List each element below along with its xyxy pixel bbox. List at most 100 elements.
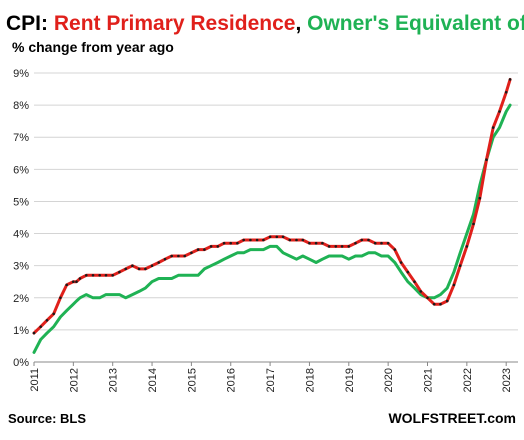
data-point	[124, 267, 127, 271]
y-tick-label: 5%	[13, 196, 29, 208]
data-point	[419, 290, 423, 293]
data-point	[45, 319, 49, 322]
series-lines	[32, 77, 512, 354]
data-point	[150, 264, 154, 268]
data-point	[203, 248, 206, 251]
data-point	[406, 270, 410, 274]
data-point	[98, 274, 101, 277]
data-point	[347, 245, 351, 248]
data-point	[327, 245, 331, 248]
x-tick-label: 2023	[501, 368, 513, 392]
data-point	[386, 241, 390, 245]
y-tick-label: 9%	[13, 68, 29, 80]
data-point	[314, 241, 318, 245]
data-point	[104, 274, 108, 277]
data-point	[111, 274, 114, 277]
data-point	[308, 241, 311, 245]
source-note: Source: BLS	[8, 411, 86, 426]
data-point	[432, 302, 436, 306]
data-point	[163, 257, 167, 261]
data-point	[236, 241, 239, 245]
data-point	[508, 78, 512, 81]
brand-label: WOLFSTREET.com	[388, 410, 516, 426]
data-point	[242, 238, 245, 242]
data-point	[196, 248, 200, 251]
title-part-3: Owner's Equivalent of Rent	[307, 12, 524, 35]
data-point	[399, 261, 403, 264]
data-point	[275, 235, 279, 239]
data-point	[288, 238, 292, 242]
x-tick-label: 2022	[462, 368, 474, 392]
title-part-1: Rent Primary Residence	[54, 12, 296, 35]
data-point	[478, 196, 482, 200]
y-tick-label: 0%	[13, 357, 29, 369]
data-point	[157, 261, 160, 264]
x-axis: 2011 2012 2013 2014 2015 2016 2017 2018 2019 2020…	[29, 362, 513, 392]
data-point	[249, 238, 252, 242]
data-point	[65, 283, 68, 287]
data-point	[32, 331, 36, 335]
data-point	[465, 245, 469, 248]
data-point	[498, 110, 501, 113]
title-part-0: CPI:	[6, 12, 54, 35]
data-point	[177, 254, 180, 258]
data-point	[491, 126, 495, 129]
data-point	[426, 296, 429, 300]
data-point	[321, 241, 324, 245]
data-point	[504, 91, 508, 94]
x-tick-label: 2016	[226, 368, 238, 392]
data-point	[170, 254, 173, 258]
data-point	[268, 235, 272, 239]
series-line-oer	[32, 103, 512, 354]
data-point	[373, 241, 377, 245]
data-point	[340, 245, 344, 248]
data-point	[59, 296, 62, 300]
y-tick-label: 4%	[13, 229, 29, 241]
data-point	[183, 254, 186, 258]
data-point	[301, 238, 305, 242]
chart-title: CPI: Rent Primary Residence, Owner's Equ…	[6, 12, 524, 35]
x-tick-label: 2018	[304, 368, 316, 392]
x-tick-label: 2012	[68, 368, 80, 392]
y-tick-label: 6%	[13, 164, 29, 176]
data-point	[39, 325, 42, 329]
data-point	[281, 235, 285, 239]
data-point	[380, 241, 383, 245]
x-tick-label: 2014	[147, 368, 159, 392]
data-point	[85, 274, 88, 277]
x-tick-label: 2015	[186, 368, 198, 392]
gridlines	[34, 72, 518, 363]
data-point	[216, 245, 220, 248]
title-part-2: ,	[295, 12, 307, 35]
data-point	[190, 251, 193, 255]
x-tick-label: 2020	[383, 368, 395, 392]
data-point	[75, 280, 78, 284]
chart-ylabel: % change from year ago	[12, 39, 174, 55]
data-point	[52, 312, 55, 316]
data-point	[334, 245, 338, 248]
data-point	[144, 267, 147, 271]
data-point	[262, 238, 265, 242]
y-axis: 0% 1% 2% 3% 4% 5% 6% 7% 8% 9%	[13, 68, 29, 369]
data-point	[209, 245, 213, 248]
data-point	[118, 270, 121, 274]
data-point	[354, 241, 357, 245]
data-point	[229, 241, 232, 245]
data-point	[360, 238, 364, 242]
data-point	[295, 238, 298, 242]
data-point	[137, 267, 141, 271]
data-point	[367, 238, 370, 242]
data-point	[445, 299, 449, 303]
y-tick-label: 2%	[13, 293, 29, 305]
data-point	[452, 283, 456, 287]
y-tick-label: 1%	[13, 325, 29, 337]
x-tick-label: 2017	[265, 368, 277, 392]
x-tick-label: 2013	[108, 368, 120, 392]
data-point	[393, 248, 397, 251]
data-point	[78, 277, 82, 280]
data-point	[439, 302, 442, 306]
data-point	[255, 238, 259, 242]
data-point	[222, 241, 226, 245]
data-point	[131, 264, 134, 268]
data-point	[91, 274, 95, 277]
